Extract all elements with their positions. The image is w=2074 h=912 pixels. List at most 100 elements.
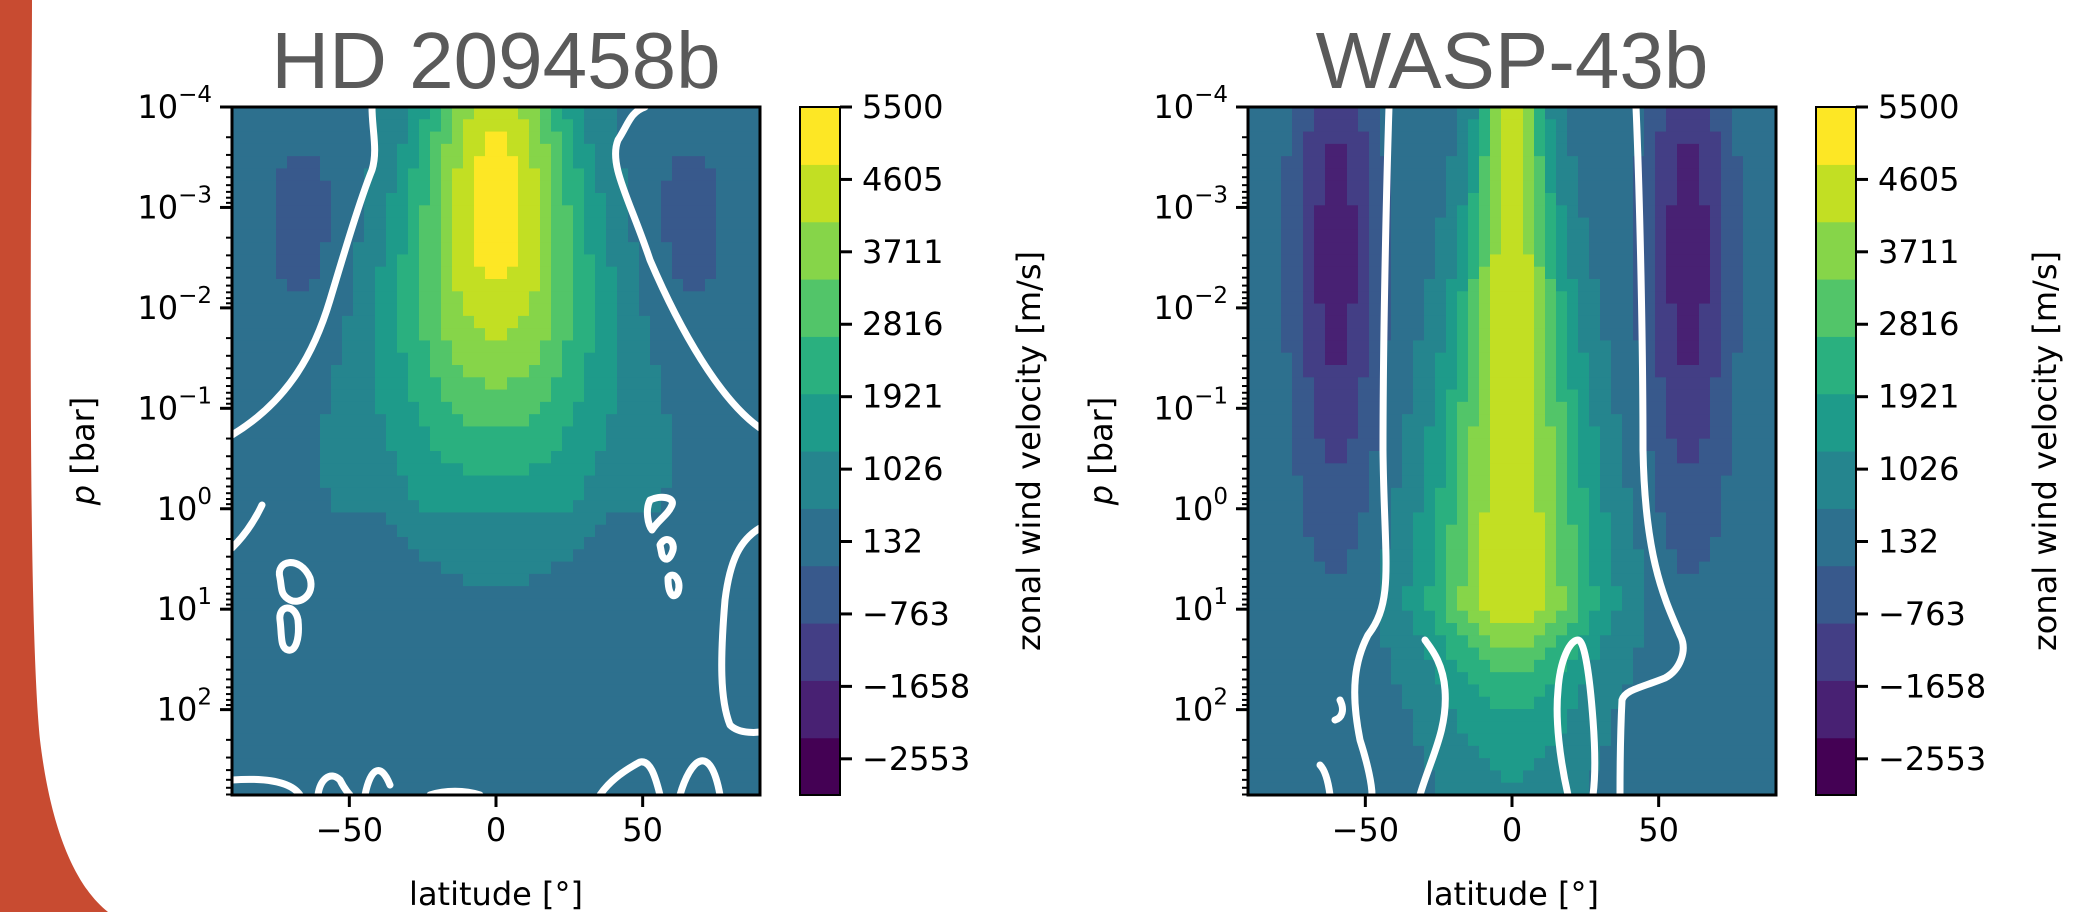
heatmap-cell: [1622, 487, 1634, 501]
heatmap-cell: [298, 143, 310, 157]
heatmap-cell: [1490, 131, 1502, 145]
y-tick-label: 10−3: [137, 182, 212, 226]
heatmap-cell: [1479, 758, 1491, 772]
heatmap-cell: [408, 672, 420, 686]
heatmap-cell: [1402, 696, 1414, 710]
heatmap-cell: [320, 487, 332, 501]
heatmap-cell: [1490, 303, 1502, 317]
heatmap-cell: [1468, 229, 1480, 243]
heatmap-cell: [375, 107, 387, 120]
heatmap-cell: [540, 733, 552, 747]
heatmap-cell: [496, 696, 508, 710]
heatmap-cell: [375, 266, 387, 280]
heatmap-cell: [232, 561, 244, 575]
heatmap-cell: [1281, 500, 1293, 514]
heatmap-cell: [1336, 561, 1348, 575]
heatmap-cell: [639, 156, 651, 170]
heatmap-cell: [1259, 659, 1271, 673]
heatmap-cell: [276, 782, 288, 795]
heatmap-cell: [1468, 328, 1480, 342]
heatmap-cell: [1314, 352, 1326, 366]
heatmap-cell: [683, 696, 695, 710]
heatmap-cell: [254, 487, 266, 501]
heatmap-cell: [408, 438, 420, 452]
heatmap-cell: [320, 561, 332, 575]
heatmap-cell: [1424, 475, 1436, 489]
heatmap-cell: [694, 438, 706, 452]
heatmap-cell: [738, 168, 750, 182]
heatmap-cell: [507, 180, 519, 194]
heatmap-cell: [254, 119, 266, 133]
heatmap-cell: [628, 180, 640, 194]
heatmap-cell: [243, 266, 255, 280]
heatmap-cell: [573, 635, 585, 649]
heatmap-cell: [419, 315, 431, 329]
heatmap-cell: [1424, 254, 1436, 268]
heatmap-cell: [1303, 586, 1315, 600]
heatmap-cell: [1655, 119, 1667, 133]
heatmap-cell: [397, 328, 409, 342]
heatmap-cell: [1281, 266, 1293, 280]
heatmap-cell: [1391, 451, 1403, 464]
heatmap-cell: [694, 119, 706, 133]
heatmap-cell: [1611, 131, 1623, 145]
heatmap-cell: [1314, 573, 1326, 587]
heatmap-cell: [232, 365, 244, 378]
heatmap-cell: [1248, 365, 1260, 378]
heatmap-cell: [243, 745, 255, 759]
heatmap-cell: [309, 193, 321, 206]
heatmap-cell: [1358, 119, 1370, 133]
heatmap-cell: [1435, 107, 1447, 120]
heatmap-cell: [1413, 340, 1425, 354]
heatmap-cell: [1611, 156, 1623, 170]
zero-contour-loop-a: [275, 559, 315, 605]
heatmap-cell: [1512, 340, 1524, 354]
heatmap-cell: [551, 242, 563, 256]
heatmap-cell: [320, 451, 332, 464]
heatmap-cell: [727, 598, 739, 612]
heatmap-cell: [518, 340, 530, 354]
heatmap-cell: [276, 659, 288, 673]
heatmap-cell: [375, 475, 387, 489]
heatmap-cell: [309, 377, 321, 391]
heatmap-cell: [463, 229, 475, 243]
heatmap-cell: [463, 365, 475, 378]
heatmap-cell: [672, 672, 684, 686]
heatmap-cell: [1347, 659, 1359, 673]
heatmap-cell: [1369, 684, 1381, 698]
heatmap-cell: [298, 598, 310, 612]
heatmap-cell: [507, 549, 519, 563]
heatmap-cell: [1490, 733, 1502, 747]
heatmap-cell: [397, 254, 409, 268]
heatmap-cell: [1281, 131, 1293, 145]
heatmap-cell: [606, 684, 618, 698]
heatmap-cell: [1325, 770, 1337, 784]
heatmap-cell: [1644, 107, 1656, 120]
heatmap-cell: [606, 414, 618, 428]
heatmap-cell: [463, 672, 475, 686]
heatmap-cell: [1270, 512, 1282, 526]
heatmap-cell: [1325, 573, 1337, 587]
heatmap-cell: [1259, 610, 1271, 624]
heatmap-cell: [551, 254, 563, 268]
heatmap-cell: [595, 672, 607, 686]
heatmap-cell: [705, 475, 717, 489]
heatmap-cell: [749, 303, 760, 317]
heatmap-cell: [1512, 266, 1524, 280]
heatmap-cell: [232, 328, 244, 342]
heatmap-cell: [1578, 733, 1590, 747]
heatmap-cell: [232, 623, 244, 636]
heatmap-cell: [1512, 438, 1524, 452]
heatmap-cell: [1567, 684, 1579, 698]
heatmap-cell: [694, 217, 706, 231]
heatmap-cell: [606, 401, 618, 415]
heatmap-cell: [430, 782, 442, 795]
heatmap-cell: [364, 500, 376, 514]
heatmap-cell: [749, 561, 760, 575]
heatmap-cell: [1446, 635, 1458, 649]
heatmap-cell: [320, 242, 332, 256]
heatmap-cell: [1490, 549, 1502, 563]
heatmap-cell: [1402, 180, 1414, 194]
heatmap-cell: [661, 365, 673, 378]
heatmap-cell: [727, 279, 739, 292]
